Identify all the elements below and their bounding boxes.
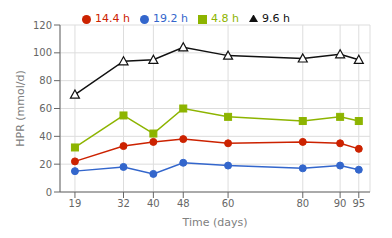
svg-text:0: 0 [46,187,52,198]
svg-text:Time (days): Time (days) [182,216,248,229]
svg-text:48: 48 [177,198,190,209]
svg-text:80: 80 [39,75,52,86]
svg-text:100: 100 [33,47,52,58]
svg-text:19: 19 [69,198,82,209]
html-text:14.4 h: 14.4 h [95,12,130,25]
html-text:19.2 h: 19.2 h [153,12,188,25]
svg-text:60: 60 [39,103,52,114]
svg-text:40: 40 [147,198,160,209]
svg-text:120: 120 [33,20,52,31]
html-text:4.8 h: 4.8 h [211,12,239,25]
html-text:9.6 h: 9.6 h [262,12,290,25]
svg-text:60: 60 [222,198,235,209]
svg-text:95: 95 [352,198,365,209]
svg-text:90: 90 [334,198,347,209]
svg-text:32: 32 [117,198,130,209]
svg-text:HPR (mmol/d): HPR (mmol/d) [14,70,27,147]
svg-text:20: 20 [39,159,52,170]
svg-text:40: 40 [39,131,52,142]
svg-text:80: 80 [296,198,309,209]
